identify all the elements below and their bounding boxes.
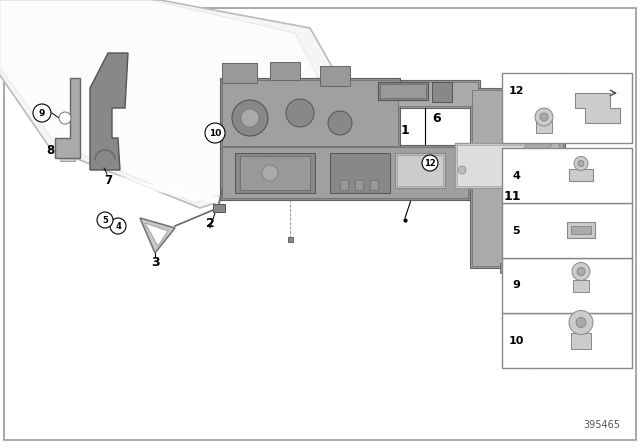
Circle shape [550, 243, 560, 253]
Bar [563, 118, 581, 138]
Circle shape [550, 213, 560, 223]
Bar [457, 145, 523, 186]
Bar [571, 227, 591, 234]
Circle shape [33, 104, 51, 122]
Circle shape [232, 100, 268, 136]
Polygon shape [575, 93, 620, 123]
Bar [222, 63, 257, 83]
Circle shape [535, 108, 553, 126]
Bar [563, 178, 581, 198]
Circle shape [550, 183, 560, 193]
Circle shape [572, 263, 590, 280]
Circle shape [540, 113, 548, 121]
Text: 12: 12 [508, 86, 524, 95]
Circle shape [576, 318, 586, 327]
Bar [340, 180, 348, 190]
Bar [355, 180, 363, 190]
Polygon shape [55, 78, 80, 158]
Bar [235, 153, 315, 193]
Circle shape [550, 143, 560, 153]
Circle shape [286, 99, 314, 127]
Bar [502, 73, 632, 143]
Text: 395465: 395465 [583, 420, 620, 430]
Bar [502, 148, 632, 203]
Bar [455, 143, 525, 188]
Circle shape [110, 218, 126, 234]
Bar [270, 62, 300, 80]
Bar [502, 258, 632, 313]
Circle shape [262, 165, 278, 181]
Text: 10: 10 [209, 129, 221, 138]
Bar [372, 82, 478, 106]
Text: 2: 2 [205, 216, 214, 229]
Bar [567, 223, 595, 238]
Text: 3: 3 [150, 257, 159, 270]
Polygon shape [90, 53, 128, 170]
Bar [222, 147, 468, 198]
Text: 5: 5 [102, 215, 108, 224]
Circle shape [550, 103, 560, 113]
Bar [220, 78, 400, 148]
Circle shape [458, 166, 466, 174]
Bar [571, 332, 591, 349]
Bar [563, 223, 581, 248]
Bar [502, 313, 632, 368]
Text: 4: 4 [512, 171, 520, 181]
Bar [397, 155, 443, 186]
Polygon shape [0, 0, 350, 208]
Bar [213, 204, 225, 212]
Bar [573, 280, 589, 292]
Bar [500, 263, 525, 273]
Circle shape [569, 310, 593, 335]
Bar [502, 203, 632, 258]
Circle shape [97, 212, 113, 228]
Text: 8: 8 [46, 143, 54, 156]
Circle shape [205, 123, 225, 143]
Bar [330, 153, 390, 193]
Bar [370, 180, 378, 190]
Text: 11: 11 [503, 190, 521, 202]
Text: 10: 10 [508, 336, 524, 345]
Circle shape [59, 112, 71, 124]
Bar [370, 80, 480, 108]
Text: 12: 12 [424, 159, 436, 168]
Circle shape [574, 156, 588, 171]
Polygon shape [0, 0, 330, 203]
Bar [240, 156, 310, 190]
Circle shape [577, 267, 585, 276]
Bar [395, 153, 445, 188]
Bar [60, 153, 75, 161]
Text: 4: 4 [115, 221, 121, 231]
Text: 9: 9 [512, 280, 520, 290]
Bar [222, 80, 398, 146]
Text: 9: 9 [39, 108, 45, 117]
Bar [470, 88, 565, 268]
Polygon shape [145, 223, 168, 246]
Circle shape [422, 155, 438, 171]
Bar [288, 237, 293, 242]
Circle shape [328, 111, 352, 135]
Bar [378, 82, 428, 100]
Text: 1: 1 [401, 124, 410, 137]
Text: 5: 5 [512, 225, 520, 236]
Circle shape [578, 160, 584, 167]
Bar [220, 145, 470, 200]
Polygon shape [140, 218, 175, 253]
Text: 6: 6 [433, 112, 442, 125]
Bar [432, 82, 452, 102]
Bar [472, 90, 563, 266]
Bar [380, 84, 426, 98]
Bar [569, 168, 593, 181]
Circle shape [241, 109, 259, 127]
Text: 7: 7 [104, 173, 112, 186]
Circle shape [254, 157, 286, 189]
Bar [536, 121, 552, 133]
Bar [320, 66, 350, 86]
